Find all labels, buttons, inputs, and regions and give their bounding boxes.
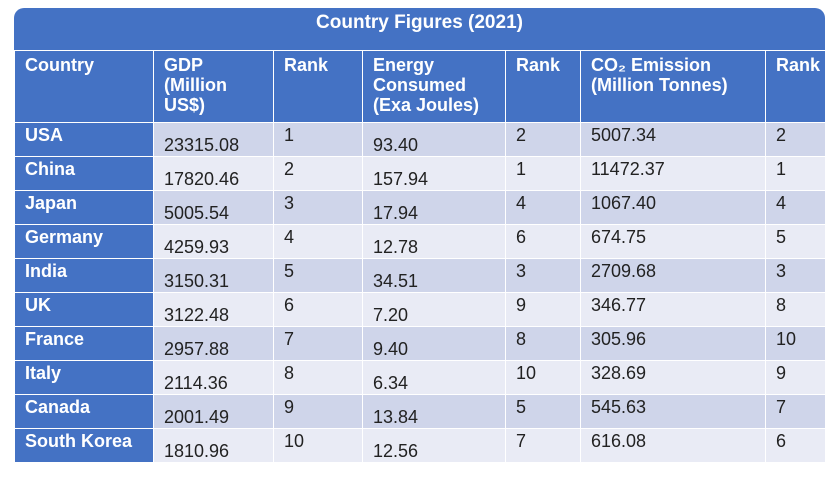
data-row: France 2957.88 7 9.40 8 305.96 10 [14,326,825,361]
value-cell: 6.34 [362,360,506,395]
value-cell: 6 [765,428,825,463]
header-cell: Rank [273,50,363,123]
data-row: South Korea 1810.96 10 12.56 7 616.08 6 [14,428,825,463]
value-cell: 5 [765,224,825,259]
value-cell: 7.20 [362,292,506,327]
value-cell: 9.40 [362,326,506,361]
value-cell: 2 [765,122,825,157]
value-cell: 4 [273,224,363,259]
country-cell: India [14,258,154,293]
value-cell: 2001.49 [153,394,274,429]
value-cell: 34.51 [362,258,506,293]
value-cell: 17820.46 [153,156,274,191]
value-cell: 1810.96 [153,428,274,463]
value-cell: 346.77 [580,292,766,327]
table-title: Country Figures (2021) [14,8,825,50]
value-cell: 3 [273,190,363,225]
value-cell: 17.94 [362,190,506,225]
value-cell: 10 [505,360,581,395]
value-cell: 3 [765,258,825,293]
country-cell: Canada [14,394,154,429]
value-cell: 1 [765,156,825,191]
value-cell: 12.78 [362,224,506,259]
value-cell: 8 [765,292,825,327]
data-row: Canada 2001.49 9 13.84 5 545.63 7 [14,394,825,429]
value-cell: 5 [505,394,581,429]
value-cell: 11472.37 [580,156,766,191]
value-cell: 9 [765,360,825,395]
country-cell: South Korea [14,428,154,463]
value-cell: 328.69 [580,360,766,395]
value-cell: 305.96 [580,326,766,361]
value-cell: 3150.31 [153,258,274,293]
data-table: Country GDP (Million US$) Rank Energy Consu… [14,50,825,463]
country-cell: France [14,326,154,361]
data-row: USA 23315.08 1 93.40 2 5007.34 2 [14,122,825,157]
header-cell: Rank [505,50,581,123]
country-cell: Germany [14,224,154,259]
value-cell: 9 [505,292,581,327]
table-card: Country Figures (2021) Country GDP (Milli… [14,8,825,485]
value-cell: 7 [505,428,581,463]
header-cell: Rank [765,50,825,123]
value-cell: 8 [273,360,363,395]
value-cell: 7 [273,326,363,361]
value-cell: 2 [273,156,363,191]
value-cell: 2114.36 [153,360,274,395]
value-cell: 6 [273,292,363,327]
value-cell: 2709.68 [580,258,766,293]
data-row: Italy 2114.36 8 6.34 10 328.69 9 [14,360,825,395]
value-cell: 674.75 [580,224,766,259]
value-cell: 7 [765,394,825,429]
value-cell: 1 [505,156,581,191]
value-cell: 3122.48 [153,292,274,327]
value-cell: 545.63 [580,394,766,429]
header-row: Country GDP (Million US$) Rank Energy Consu… [14,50,825,123]
header-cell: Country [14,50,154,123]
value-cell: 10 [273,428,363,463]
data-row: India 3150.31 5 34.51 3 2709.68 3 [14,258,825,293]
value-cell: 4259.93 [153,224,274,259]
value-cell: 8 [505,326,581,361]
country-cell: USA [14,122,154,157]
data-row: Germany 4259.93 4 12.78 6 674.75 5 [14,224,825,259]
value-cell: 4 [505,190,581,225]
header-cell: GDP (Million US$) [153,50,274,123]
value-cell: 23315.08 [153,122,274,157]
value-cell: 5005.54 [153,190,274,225]
value-cell: 1 [273,122,363,157]
header-cell: Energy Consumed (Exa Joules) [362,50,506,123]
value-cell: 2957.88 [153,326,274,361]
value-cell: 93.40 [362,122,506,157]
value-cell: 1067.40 [580,190,766,225]
data-row: UK 3122.48 6 7.20 9 346.77 8 [14,292,825,327]
value-cell: 12.56 [362,428,506,463]
value-cell: 2 [505,122,581,157]
value-cell: 4 [765,190,825,225]
header-cell: CO₂ Emission (Million Tonnes) [580,50,766,123]
country-cell: Italy [14,360,154,395]
value-cell: 5 [273,258,363,293]
value-cell: 3 [505,258,581,293]
value-cell: 616.08 [580,428,766,463]
value-cell: 9 [273,394,363,429]
value-cell: 157.94 [362,156,506,191]
value-cell: 13.84 [362,394,506,429]
data-row: China 17820.46 2 157.94 1 11472.37 1 [14,156,825,191]
value-cell: 6 [505,224,581,259]
country-cell: Japan [14,190,154,225]
country-cell: UK [14,292,154,327]
data-row: Japan 5005.54 3 17.94 4 1067.40 4 [14,190,825,225]
value-cell: 5007.34 [580,122,766,157]
country-cell: China [14,156,154,191]
value-cell: 10 [765,326,825,361]
